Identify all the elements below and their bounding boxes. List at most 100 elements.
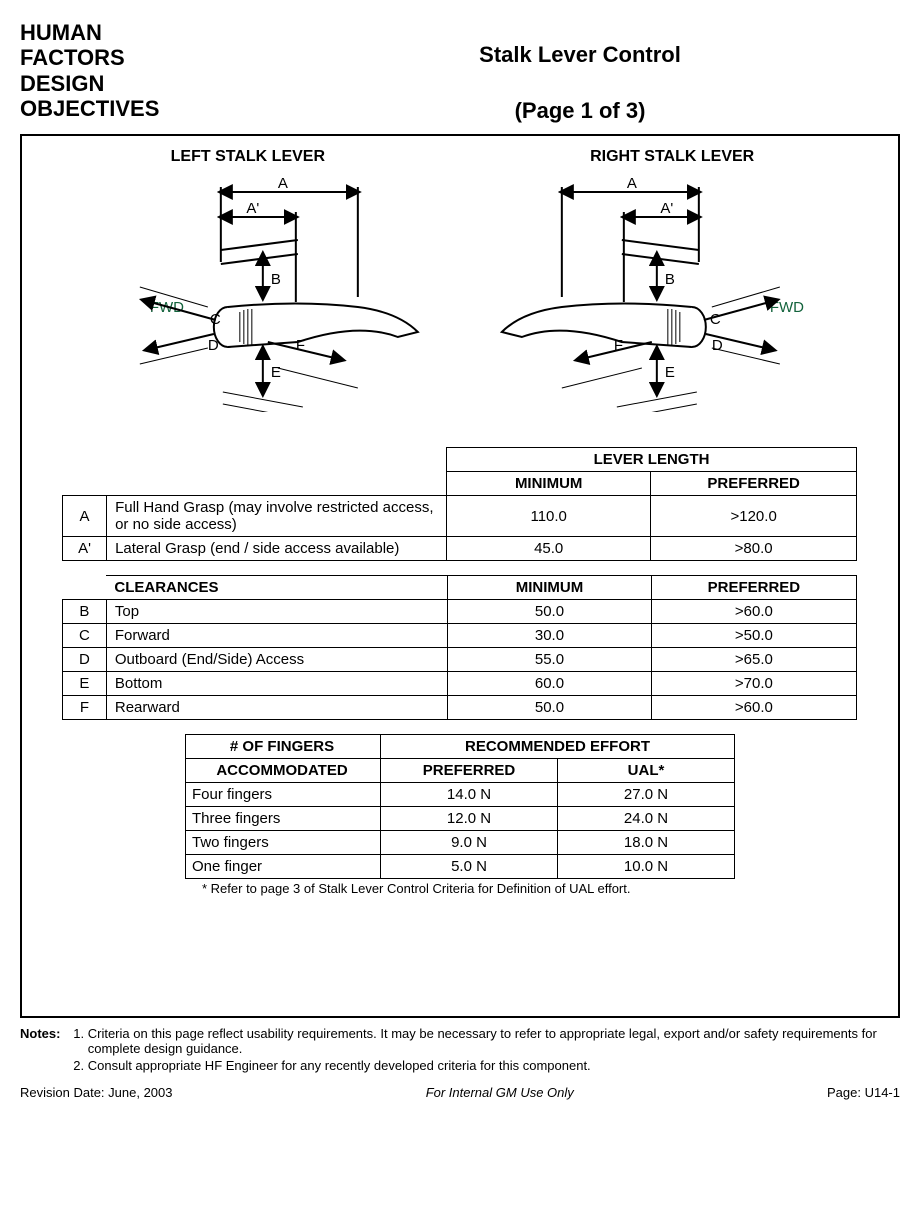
dim-F-r: F	[614, 337, 623, 354]
t3-ual: 24.0 N	[558, 807, 735, 831]
t2-pref: >60.0	[651, 696, 856, 720]
t3-fingers: Two fingers	[186, 831, 381, 855]
t3-h-fingers-l1: # OF FINGERS	[186, 735, 381, 759]
dim-E-r: E	[665, 364, 675, 381]
fwd-label-right: FWD	[770, 299, 804, 316]
t2-id: B	[63, 600, 107, 624]
lever-length-table: LEVER LENGTH MINIMUM PREFERRED A Full Ha…	[62, 447, 857, 561]
dim-D-r: D	[712, 337, 723, 354]
t2-desc: Outboard (End/Side) Access	[106, 648, 447, 672]
t3-pref: 5.0 N	[381, 855, 558, 879]
t3-h-fingers-l2: ACCOMMODATED	[186, 759, 381, 783]
dim-D-left: D	[208, 337, 219, 354]
table-row: A Full Hand Grasp (may involve restricte…	[63, 496, 857, 537]
t1-min: 110.0	[447, 496, 651, 537]
main-content-box: LEFT STALK LEVER A A'	[20, 134, 900, 1018]
right-diagram-col: RIGHT STALK LEVER A	[476, 148, 868, 417]
page-footer: Revision Date: June, 2003 For Internal G…	[20, 1085, 900, 1100]
t2-col-min: MINIMUM	[448, 576, 652, 600]
t2-pref: >70.0	[651, 672, 856, 696]
t2-min: 55.0	[448, 648, 652, 672]
dim-A: A	[278, 175, 288, 192]
table-row: C Forward 30.0 >50.0	[63, 624, 857, 648]
t2-min: 50.0	[448, 696, 652, 720]
effort-table: # OF FINGERS RECOMMENDED EFFORT ACCOMMOD…	[185, 734, 735, 879]
t3-fingers: Four fingers	[186, 783, 381, 807]
t1-superheader: LEVER LENGTH	[447, 448, 857, 472]
dim-E-left: E	[271, 364, 281, 381]
table-row: F Rearward 50.0 >60.0	[63, 696, 857, 720]
t2-id: C	[63, 624, 107, 648]
header-left-block: HUMAN FACTORS DESIGN OBJECTIVES	[20, 20, 260, 121]
dim-C-left: C	[210, 311, 221, 328]
page-header: HUMAN FACTORS DESIGN OBJECTIVES Stalk Le…	[20, 20, 900, 124]
t2-desc: Forward	[106, 624, 447, 648]
t3-pref: 9.0 N	[381, 831, 558, 855]
note-item: Consult appropriate HF Engineer for any …	[88, 1058, 900, 1073]
dim-C-r: C	[710, 311, 721, 328]
t2-desc: Rearward	[106, 696, 447, 720]
t2-id: E	[63, 672, 107, 696]
left-diagram-label: LEFT STALK LEVER	[52, 148, 444, 166]
t3-col-pref: PREFERRED	[381, 759, 558, 783]
t2-pref: >65.0	[651, 648, 856, 672]
effort-footnote: * Refer to page 3 of Stalk Lever Control…	[202, 881, 868, 896]
table-row: E Bottom 60.0 >70.0	[63, 672, 857, 696]
header-left-line2: FACTORS	[20, 45, 260, 70]
t3-ual: 10.0 N	[558, 855, 735, 879]
table-row: Three fingers 12.0 N 24.0 N	[186, 807, 735, 831]
t1-col-min: MINIMUM	[447, 472, 651, 496]
notes-block: Notes: Criteria on this page reflect usa…	[20, 1026, 900, 1075]
t2-pref: >50.0	[651, 624, 856, 648]
dim-A-r: A	[627, 175, 637, 192]
t2-desc: Top	[106, 600, 447, 624]
dim-Ap-r: A'	[661, 200, 674, 217]
t1-col-pref: PREFERRED	[651, 472, 857, 496]
t1-id: A'	[63, 537, 107, 561]
t1-pref: >120.0	[651, 496, 857, 537]
table-row: D Outboard (End/Side) Access 55.0 >65.0	[63, 648, 857, 672]
table-row: B Top 50.0 >60.0	[63, 600, 857, 624]
header-left-line3: DESIGN	[20, 71, 260, 96]
t1-pref: >80.0	[651, 537, 857, 561]
footer-left: Revision Date: June, 2003	[20, 1085, 172, 1100]
t1-min: 45.0	[447, 537, 651, 561]
dim-B-r: B	[665, 271, 675, 288]
header-left-line4: OBJECTIVES	[20, 96, 260, 121]
left-diagram-col: LEFT STALK LEVER A A'	[52, 148, 444, 417]
table-row: A' Lateral Grasp (end / side access avai…	[63, 537, 857, 561]
table-row: Two fingers 9.0 N 18.0 N	[186, 831, 735, 855]
note-item: Criteria on this page reflect usability …	[88, 1026, 900, 1056]
left-stalk-diagram: A A' B FWD	[52, 172, 444, 412]
right-diagram-label: RIGHT STALK LEVER	[476, 148, 868, 166]
t3-ual: 18.0 N	[558, 831, 735, 855]
header-center-block: Stalk Lever Control (Page 1 of 3)	[260, 20, 900, 124]
t1-desc: Lateral Grasp (end / side access availab…	[107, 537, 447, 561]
page-title: Stalk Lever Control	[260, 42, 900, 68]
t3-pref: 12.0 N	[381, 807, 558, 831]
dim-Ap: A'	[246, 200, 259, 217]
dim-B: B	[271, 271, 281, 288]
t2-header: CLEARANCES	[106, 576, 447, 600]
t3-fingers: Three fingers	[186, 807, 381, 831]
t2-id: F	[63, 696, 107, 720]
table-row: Four fingers 14.0 N 27.0 N	[186, 783, 735, 807]
page-marker: (Page 1 of 3)	[260, 98, 900, 124]
header-left-line1: HUMAN	[20, 20, 260, 45]
right-stalk-diagram: A A' B FWD C	[476, 172, 868, 412]
t3-h-effort: RECOMMENDED EFFORT	[381, 735, 735, 759]
t2-min: 60.0	[448, 672, 652, 696]
footer-right: Page: U14-1	[827, 1085, 900, 1100]
t2-desc: Bottom	[106, 672, 447, 696]
t3-col-ual: UAL*	[558, 759, 735, 783]
table-row: One finger 5.0 N 10.0 N	[186, 855, 735, 879]
dim-F-left: F	[296, 337, 305, 354]
t2-pref: >60.0	[651, 600, 856, 624]
t3-pref: 14.0 N	[381, 783, 558, 807]
t2-id: D	[63, 648, 107, 672]
t1-desc: Full Hand Grasp (may involve restricted …	[107, 496, 447, 537]
t2-col-pref: PREFERRED	[651, 576, 856, 600]
notes-label: Notes:	[20, 1026, 70, 1075]
notes-list: Criteria on this page reflect usability …	[70, 1026, 900, 1075]
footer-center: For Internal GM Use Only	[426, 1085, 574, 1100]
